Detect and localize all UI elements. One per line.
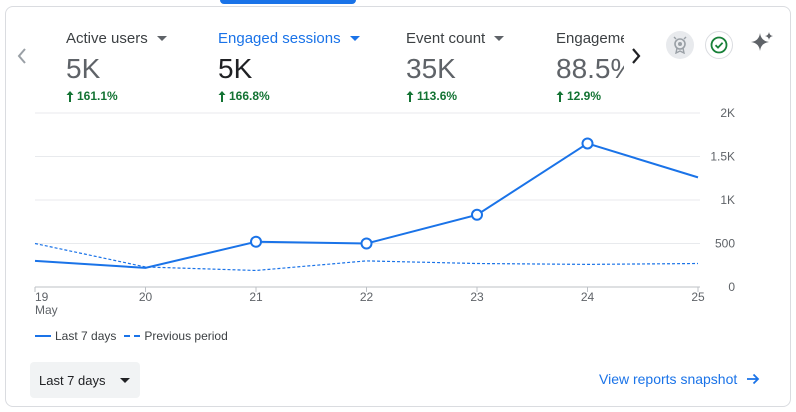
metric-value: 5K — [66, 53, 101, 84]
y-tick-label: 0 — [728, 280, 735, 294]
next-metrics-button[interactable] — [627, 44, 645, 68]
check-circle-icon — [710, 36, 728, 54]
metric-engaged-sessions[interactable]: Engaged sessions 5K 166.8% — [192, 20, 362, 110]
snapshot-link-text: View reports snapshot — [599, 371, 738, 387]
y-tick-label: 2K — [720, 106, 735, 120]
arrow-up-icon — [66, 90, 74, 102]
legend-swatch-solid — [35, 335, 51, 337]
sparkle-icon — [751, 32, 773, 51]
metric-label-text: Event count — [406, 30, 486, 47]
active-metric-indicator — [220, 0, 356, 4]
x-tick-label: 23 — [470, 290, 484, 304]
chart-legend: Last 7 days Previous period — [35, 329, 236, 343]
x-tick-label: 21 — [249, 290, 263, 304]
caret-down-icon[interactable] — [349, 36, 360, 41]
legend-item-last-7-days: Last 7 days — [35, 329, 116, 343]
view-reports-snapshot-link[interactable]: View reports snapshot — [599, 371, 760, 387]
metric-change-text: 161.1% — [77, 89, 118, 103]
metric-value: 5K — [218, 53, 253, 84]
legend-swatch-dashed — [124, 335, 141, 337]
arrow-up-icon — [218, 90, 226, 102]
caret-down-icon[interactable] — [156, 36, 167, 41]
metric-change: 12.9% — [556, 89, 601, 103]
arrow-right-icon — [747, 373, 760, 385]
x-tick-label: 24 — [581, 290, 595, 304]
x-tick-label: 22 — [360, 290, 374, 304]
metric-label-text: Engaged sessions — [218, 30, 341, 47]
legend-item-previous-period: Previous period — [124, 329, 228, 343]
metric-change-text: 166.8% — [229, 89, 270, 103]
check-status-button[interactable] — [705, 31, 733, 59]
overview-card — [5, 6, 791, 407]
legend-label: Last 7 days — [55, 329, 117, 343]
metric-label: Active users — [66, 30, 167, 47]
legend-label: Previous period — [144, 329, 228, 343]
metric-cards: Active users 5K 161.1% Engaged sessions … — [40, 20, 624, 110]
data-point-marker — [360, 237, 373, 250]
data-point-marker — [581, 137, 594, 150]
metric-change: 161.1% — [66, 89, 118, 103]
award-badge-button[interactable] — [666, 31, 694, 59]
data-point-marker — [471, 208, 483, 221]
y-tick-label: 1.5K — [710, 150, 735, 164]
metric-label: Engaged sessions — [218, 30, 360, 47]
metric-engagement-rate[interactable]: Engagement rate 88.5% 12.9% — [530, 20, 624, 110]
award-badge-icon — [673, 36, 687, 54]
metric-change-text: 113.6% — [417, 89, 458, 103]
x-tick-label: 25 — [691, 290, 705, 304]
y-tick-label: 1K — [720, 193, 735, 207]
chevron-right-icon — [632, 48, 641, 64]
data-point-marker — [250, 235, 262, 248]
metric-active-users[interactable]: Active users 5K 161.1% — [40, 20, 190, 110]
metric-value: 88.5% — [556, 53, 624, 84]
x-tick-sublabel: May — [35, 303, 58, 317]
x-tick-label: 19 — [35, 290, 49, 304]
previous-period-line — [34, 242, 699, 272]
metric-label-text: Engagement rate — [556, 30, 624, 47]
metric-label: Event count — [406, 30, 505, 47]
metric-label-text: Active users — [66, 30, 148, 47]
insights-button[interactable] — [748, 29, 776, 57]
arrow-up-icon — [406, 90, 414, 102]
caret-down-icon — [119, 377, 130, 383]
metric-change: 113.6% — [406, 89, 457, 103]
y-tick-label: 500 — [715, 237, 735, 251]
metric-label: Engagement rate — [556, 30, 624, 47]
date-range-dropdown[interactable]: Last 7 days — [30, 362, 140, 398]
arrow-up-icon — [556, 90, 564, 102]
metric-change-text: 12.9% — [567, 89, 602, 103]
chevron-left-icon — [17, 48, 26, 64]
date-range-value: Last 7 days — [39, 372, 106, 388]
metric-event-count[interactable]: Event count 35K 113.6% — [380, 20, 530, 110]
previous-metrics-button[interactable] — [14, 44, 30, 68]
metric-value: 35K — [406, 53, 456, 84]
metric-change: 166.8% — [218, 89, 270, 103]
caret-down-icon[interactable] — [494, 36, 505, 41]
x-tick-label: 20 — [139, 290, 153, 304]
